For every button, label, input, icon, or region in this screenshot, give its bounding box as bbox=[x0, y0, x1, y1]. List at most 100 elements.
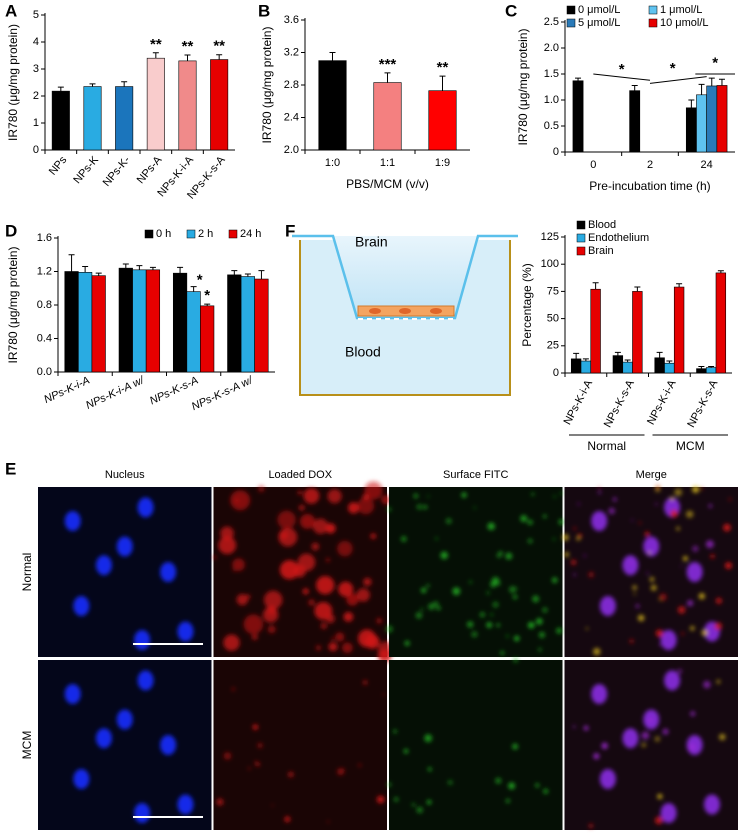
error-bar bbox=[204, 303, 211, 306]
y-tick-label: 2.5 bbox=[544, 16, 559, 28]
significance: ** bbox=[182, 38, 194, 55]
error-bar bbox=[592, 282, 599, 290]
row-label: MCM bbox=[20, 731, 34, 760]
signal bbox=[593, 753, 600, 760]
signal bbox=[701, 629, 708, 636]
signal bbox=[445, 518, 452, 524]
error-bar bbox=[122, 263, 129, 269]
signal bbox=[420, 607, 424, 611]
signal bbox=[235, 498, 240, 503]
signal bbox=[648, 718, 653, 723]
signal bbox=[338, 581, 354, 597]
signal bbox=[230, 490, 251, 511]
signal bbox=[255, 762, 260, 767]
signal bbox=[538, 647, 542, 652]
signal bbox=[512, 743, 519, 750]
signal bbox=[376, 795, 385, 804]
error-bar bbox=[329, 52, 336, 61]
nucleus bbox=[160, 735, 177, 755]
fluorescence bbox=[64, 497, 194, 650]
signal bbox=[490, 581, 497, 588]
x-tick-label: NPs-K-i-A w/ bbox=[84, 374, 147, 412]
error-bar bbox=[708, 365, 715, 368]
signal bbox=[362, 680, 368, 685]
signal bbox=[573, 573, 577, 577]
bar bbox=[146, 57, 165, 151]
nucleus bbox=[177, 621, 194, 642]
bar bbox=[373, 82, 402, 151]
y-tick-label: 2.0 bbox=[544, 42, 559, 54]
signal bbox=[698, 593, 705, 600]
legend-swatch bbox=[648, 18, 658, 28]
signal bbox=[683, 556, 688, 561]
signal bbox=[495, 581, 501, 586]
signal bbox=[527, 538, 533, 544]
signal bbox=[710, 554, 715, 559]
signal bbox=[299, 513, 315, 529]
panel-label: A bbox=[5, 1, 17, 20]
signal bbox=[657, 793, 663, 799]
legend-label: 5 μmol/L bbox=[578, 17, 620, 29]
signal bbox=[527, 621, 535, 629]
signal bbox=[676, 526, 680, 531]
signal bbox=[558, 519, 565, 525]
legend-label: Brain bbox=[588, 245, 614, 257]
signal bbox=[467, 621, 474, 628]
y-tick-label: 50 bbox=[547, 313, 559, 325]
nucleus bbox=[116, 709, 133, 730]
signal bbox=[252, 724, 259, 730]
error-bar bbox=[666, 360, 673, 364]
signal bbox=[677, 668, 683, 674]
signal bbox=[365, 634, 380, 649]
y-tick-label: 2.4 bbox=[284, 111, 299, 123]
nucleus bbox=[660, 630, 677, 650]
signal bbox=[690, 626, 695, 631]
signal bbox=[381, 495, 391, 505]
error-bar bbox=[614, 351, 621, 356]
legend-label: 24 h bbox=[240, 228, 261, 240]
bar bbox=[132, 269, 147, 373]
signal bbox=[223, 634, 240, 651]
error-bar bbox=[575, 77, 582, 81]
bar bbox=[696, 368, 707, 374]
bar bbox=[172, 272, 188, 373]
signal bbox=[435, 537, 438, 540]
signal bbox=[271, 804, 274, 807]
signal bbox=[714, 622, 723, 631]
signal bbox=[573, 526, 577, 530]
y-tick-label: 1.5 bbox=[544, 68, 559, 80]
error-bar bbox=[676, 283, 683, 288]
bar bbox=[51, 90, 70, 151]
signal bbox=[588, 823, 594, 829]
bar bbox=[664, 362, 675, 374]
legend-swatch bbox=[566, 5, 576, 15]
nucleus bbox=[64, 684, 81, 704]
signal bbox=[233, 569, 236, 572]
signal bbox=[346, 593, 359, 606]
signal bbox=[703, 680, 711, 689]
bar bbox=[685, 107, 697, 153]
insert bbox=[333, 236, 478, 318]
signal bbox=[341, 642, 353, 654]
y-axis-label: IR780 (μg/mg protein) bbox=[6, 24, 20, 141]
signal bbox=[387, 507, 392, 512]
signal bbox=[681, 632, 685, 636]
signal bbox=[400, 536, 407, 542]
bar bbox=[254, 278, 269, 373]
group-label: MCM bbox=[676, 439, 705, 453]
panel-label: D bbox=[5, 221, 17, 240]
x-tick-label: 1:0 bbox=[325, 157, 340, 169]
signal bbox=[490, 613, 494, 617]
error-bar bbox=[152, 52, 159, 59]
bar bbox=[186, 291, 201, 373]
error-bar bbox=[384, 72, 391, 83]
fluorescence bbox=[212, 481, 394, 663]
x-axis-label: PBS/MCM (v/v) bbox=[346, 177, 429, 191]
signal bbox=[212, 555, 217, 560]
signal bbox=[724, 562, 732, 570]
annotation: * bbox=[619, 61, 625, 78]
nucleus bbox=[599, 596, 616, 616]
bar bbox=[629, 90, 641, 153]
bar bbox=[200, 305, 215, 373]
bracket bbox=[593, 73, 651, 81]
